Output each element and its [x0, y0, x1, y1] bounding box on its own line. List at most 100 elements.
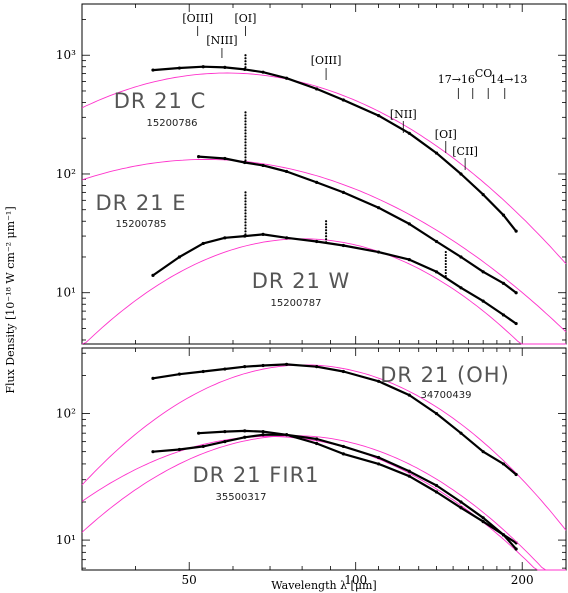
line-marker-label: [OIII]	[182, 12, 213, 25]
data-point	[284, 433, 289, 437]
line-spike-point	[244, 230, 247, 233]
y-tick-label: 10¹	[56, 286, 76, 300]
line-marker-label: [OI]	[235, 12, 257, 25]
data-point	[434, 490, 439, 494]
line-spike-point	[244, 206, 247, 209]
line-spike-point	[244, 132, 247, 135]
spectrum-series-2	[151, 433, 518, 551]
data-point	[376, 114, 381, 118]
line-spike-point	[444, 262, 447, 266]
data-point	[341, 369, 345, 374]
data-point	[514, 229, 518, 233]
line-spike-point	[244, 200, 247, 203]
data-point	[284, 169, 289, 174]
data-point	[177, 372, 181, 376]
data-point	[243, 365, 247, 369]
line-spike-point	[444, 268, 447, 272]
line-spike-point	[444, 256, 447, 260]
data-point	[434, 239, 439, 244]
data-point	[434, 411, 439, 416]
line-spike-point	[244, 144, 247, 147]
line-spike-point	[324, 223, 328, 226]
line-spike-point	[244, 66, 247, 69]
data-point	[514, 472, 518, 477]
data-point	[151, 68, 155, 72]
data-point	[481, 519, 485, 524]
data-point	[501, 462, 506, 466]
data-point	[261, 433, 265, 437]
data-point	[284, 236, 289, 240]
line-spike-point	[444, 259, 447, 263]
line-spike-point	[244, 159, 247, 162]
data-point	[223, 156, 227, 161]
line-spike-point	[244, 117, 247, 120]
co-label: CO	[475, 67, 492, 80]
line-spike-point	[324, 238, 328, 241]
data-point	[407, 131, 411, 135]
line-spike-point	[244, 224, 247, 227]
data-point	[459, 172, 463, 176]
data-point	[243, 435, 247, 439]
line-spike-point	[244, 203, 247, 206]
data-point	[501, 533, 506, 537]
spectrum-dr-21-e	[197, 155, 518, 294]
y-tick-label: 10²	[56, 407, 76, 421]
x-tick-label: 100	[344, 573, 367, 587]
line-spike-point	[244, 141, 247, 144]
data-point	[514, 291, 518, 295]
line-spike-point	[324, 229, 328, 232]
data-point	[201, 241, 205, 246]
data-point	[459, 286, 463, 290]
line-marker-label: [CII]	[452, 145, 478, 158]
source-name-dr-21-w: DR 21 W	[252, 269, 351, 293]
data-point	[501, 281, 506, 285]
data-point	[459, 500, 463, 504]
spectrum-dr-21-w	[151, 233, 518, 325]
line-marker-label: [NIII]	[206, 34, 237, 47]
model-curve-dr-21-e	[81, 158, 567, 333]
line-spike-point	[244, 209, 247, 212]
line-spike-point	[244, 57, 247, 60]
data-point	[315, 87, 319, 91]
source-name-dr-21-oh: DR 21 (OH)	[380, 363, 510, 387]
data-point	[151, 273, 155, 277]
data-point	[459, 431, 463, 435]
data-point	[197, 155, 201, 159]
data-point	[341, 190, 345, 194]
line-spike-point	[244, 114, 247, 117]
data-point	[243, 67, 247, 71]
data-point	[177, 447, 181, 452]
line-spike-point	[244, 126, 247, 129]
spectrum-dr-21-c	[151, 65, 518, 233]
line-spike-point	[444, 274, 447, 278]
line-spike-point	[244, 194, 247, 197]
data-point	[481, 299, 485, 303]
source-id-dr-21-oh: 34700439	[421, 390, 472, 401]
line-spike-point	[444, 250, 447, 254]
data-point	[514, 547, 518, 551]
line-spike-point	[244, 54, 247, 57]
model-curve-dr-21-oh	[81, 364, 567, 531]
data-point	[481, 270, 485, 274]
line-spike-point	[244, 138, 247, 141]
model-curve-dr-21-fir1	[81, 436, 566, 571]
data-point	[201, 369, 205, 374]
co-ladder-end-label: 14→13	[490, 73, 527, 86]
source-name-dr-21-fir1: DR 21 FIR1	[192, 463, 319, 487]
data-point	[315, 239, 319, 244]
source-id-dr-21-c: 15200786	[147, 118, 198, 129]
spectrum-dr-21-fir1	[197, 429, 518, 544]
line-spike-point	[244, 120, 247, 123]
data-point	[201, 65, 205, 69]
line-spike-point	[244, 221, 247, 224]
line-spike-point	[324, 232, 328, 235]
data-point	[501, 213, 506, 217]
data-point	[407, 258, 411, 262]
line-spike-point	[244, 63, 247, 66]
y-tick-label: 10¹	[56, 533, 76, 547]
line-spike-point	[244, 227, 247, 230]
data-point	[223, 367, 227, 371]
data-point	[201, 444, 205, 449]
data-point	[177, 66, 181, 70]
line-spike-point	[444, 253, 447, 257]
